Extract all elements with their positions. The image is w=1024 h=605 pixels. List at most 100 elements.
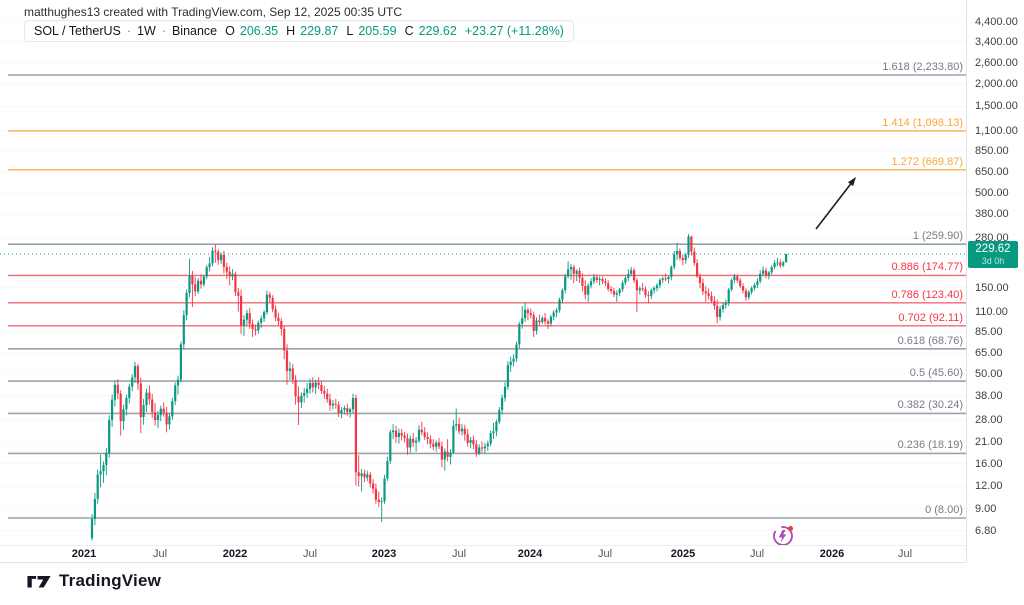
candle-body [96, 474, 99, 499]
candle-body [655, 285, 659, 289]
candle-body [171, 401, 174, 417]
candle-body [638, 288, 641, 291]
candle-body [681, 258, 684, 260]
bar-countdown: 3d 0h [981, 256, 1005, 266]
candle-body [635, 280, 638, 291]
candle-body [99, 471, 102, 475]
price-axis[interactable]: 4,400.00 3,400.00 2,600.00 2,000.00 1,500.00… [966, 0, 1024, 563]
price-tick-label: 28.00 [975, 413, 1003, 426]
candle-body [549, 316, 552, 324]
candle-body [260, 318, 263, 323]
candle-body [724, 303, 727, 306]
candle-body [400, 432, 403, 436]
candle-body [168, 416, 171, 425]
price-tick-label: 12.00 [975, 480, 1003, 493]
symbol-title: SOL / TetherUS [34, 24, 121, 38]
candle-body [211, 250, 214, 264]
candle-body [512, 358, 515, 362]
candle-body [785, 254, 788, 263]
candle-body [392, 430, 395, 433]
candle-body [463, 428, 466, 435]
candle-body [257, 322, 260, 331]
candle-body [380, 501, 383, 503]
candle-body [601, 278, 604, 282]
candle-body [217, 251, 220, 261]
tradingview-logo[interactable]: TradingView [26, 570, 161, 592]
stream-lightning-icon[interactable] [770, 523, 795, 545]
candle-body [495, 421, 498, 432]
candlestick-chart-svg[interactable] [0, 0, 966, 545]
candle-body [285, 350, 289, 372]
candle-body [443, 451, 446, 460]
legend-separator: · [161, 24, 166, 38]
candle-body [308, 382, 312, 389]
candle-body [693, 251, 696, 264]
chart-plot-area[interactable] [0, 0, 966, 545]
candle-body [446, 451, 449, 457]
candle-body [750, 288, 753, 292]
candle-body [357, 472, 360, 477]
candle-body [337, 404, 340, 413]
candle-body [581, 277, 584, 286]
candle-body [234, 273, 237, 293]
time-tick-month: Jul [597, 548, 613, 560]
candle-body [417, 429, 421, 441]
time-tick-month: Jul [897, 548, 913, 560]
open-label: O [225, 24, 235, 38]
candle-body [455, 424, 458, 426]
candle-body [535, 320, 538, 331]
candle-body [518, 324, 521, 345]
price-tick-label: 500.00 [975, 186, 1009, 199]
candle-body [647, 295, 650, 297]
candle-body [501, 397, 504, 410]
price-tick-label: 110.00 [975, 305, 1008, 318]
candle-body [776, 262, 779, 264]
candle-body [529, 313, 532, 316]
candle-body [673, 254, 676, 267]
candle-body [627, 273, 630, 278]
candle-body [569, 267, 573, 270]
symbol-legend[interactable]: SOL / TetherUS · 1W · Binance O 206.35 H… [24, 20, 574, 42]
candle-body [320, 385, 323, 391]
fib-level-label: 1.414 (1,098.13) [882, 116, 963, 129]
candle-body [515, 344, 518, 359]
candle-body [509, 361, 512, 366]
candle-body [449, 452, 452, 457]
candle-body [687, 236, 690, 255]
time-axis[interactable]: 2021 Jul 2022 Jul 2023 Jul 2024 Jul 2025 Jul 2026 J… [0, 545, 966, 563]
candle-body [394, 430, 398, 437]
candle-body [154, 412, 157, 420]
fib-level-label: 1 (259.90) [912, 230, 963, 243]
candle-body [541, 317, 544, 323]
candle-body [741, 286, 745, 291]
candle-body [148, 392, 151, 400]
candle-body [759, 273, 762, 282]
candle-body [736, 276, 739, 281]
price-tick-label: 21.00 [975, 436, 1003, 449]
candle-body [575, 270, 578, 274]
candle-body [595, 277, 598, 281]
candle-body [661, 278, 664, 281]
candle-body [733, 276, 736, 280]
candle-body [782, 262, 785, 266]
tradingview-logo-text: TradingView [59, 571, 162, 590]
candle-body [624, 277, 627, 283]
candle-body [664, 278, 667, 280]
candle-body [354, 398, 357, 473]
close-value: 229.62 [418, 24, 457, 38]
candle-body [131, 377, 134, 387]
candle-body [546, 321, 550, 324]
candle-body [739, 280, 742, 287]
candle-body [480, 447, 484, 449]
candle-body [377, 499, 380, 503]
time-tick-month: Jul [302, 548, 318, 560]
candle-body [701, 283, 704, 292]
arrow-annotation[interactable] [815, 178, 856, 230]
current-price-badge[interactable]: 229.62 3d 0h [968, 240, 1018, 268]
fib-level-label: 0.5 (45.60) [909, 367, 963, 380]
candle-body [108, 420, 111, 453]
candle-body [265, 294, 268, 313]
candle-body [268, 294, 271, 298]
candle-body [403, 435, 406, 439]
price-tick-label: 9.00 [975, 502, 997, 515]
